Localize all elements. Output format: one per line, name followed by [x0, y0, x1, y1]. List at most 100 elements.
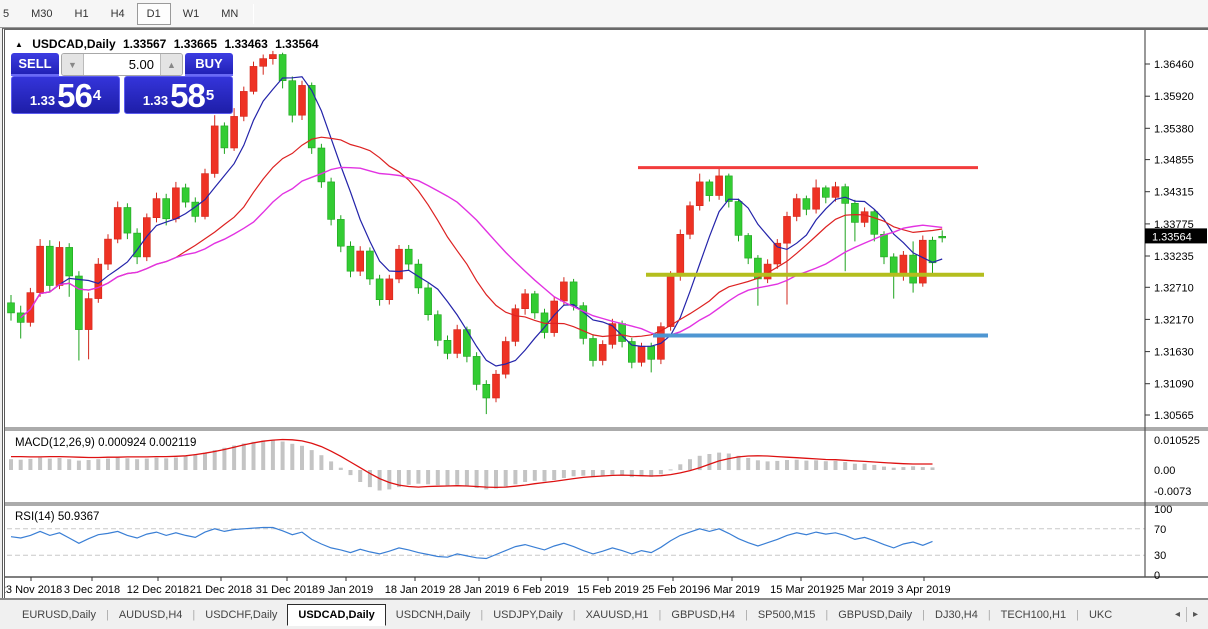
timeframe-button-h4[interactable]: H4 [110, 7, 125, 20]
candle-body[interactable] [530, 293, 539, 314]
candle-body[interactable] [366, 250, 374, 280]
candle-body[interactable] [637, 345, 646, 363]
chart-tab-sp500[interactable]: SP500,M15 [757, 608, 816, 621]
candle-body[interactable] [715, 175, 723, 196]
candle-body[interactable] [860, 211, 869, 223]
candle-body[interactable] [172, 187, 180, 220]
candle-body[interactable] [928, 239, 937, 264]
chart-tab-dj30[interactable]: DJ30,H4 [935, 608, 978, 621]
candle-body[interactable] [472, 356, 481, 385]
candle-body[interactable] [579, 305, 588, 339]
candle-body[interactable] [152, 198, 161, 219]
chart-tab-ukc[interactable]: UKC [1088, 608, 1113, 621]
candle-body[interactable] [550, 300, 559, 333]
candle-body[interactable] [569, 281, 578, 306]
candle-body[interactable] [647, 345, 656, 360]
candle-body[interactable] [16, 312, 25, 323]
candle-body[interactable] [705, 181, 714, 196]
candle-body[interactable] [104, 238, 112, 265]
collapse-icon[interactable]: ▲ [15, 40, 23, 49]
candle-body[interactable] [831, 186, 840, 198]
candle-body[interactable] [686, 205, 694, 235]
timeframe-button-5[interactable]: 5 [3, 7, 10, 20]
candle-body[interactable] [589, 338, 597, 361]
candle-body[interactable] [346, 245, 355, 272]
candle-body[interactable] [763, 263, 772, 280]
candle-body[interactable] [792, 198, 801, 217]
candle-body[interactable] [492, 373, 500, 399]
candle-body[interactable] [26, 292, 35, 323]
chart-tab-audusd[interactable]: AUDUSD,H4 [118, 608, 183, 621]
candle-body[interactable] [123, 207, 132, 234]
scroll-left-icon[interactable]: ◂ [1174, 609, 1180, 620]
chart-tab-usdcad[interactable]: USDCAD,Daily [287, 603, 386, 626]
candle-body[interactable] [210, 125, 219, 174]
candle-body[interactable] [909, 254, 917, 284]
sell-button[interactable]: SELL [11, 53, 59, 76]
candle-body[interactable] [288, 80, 297, 116]
candle-body[interactable] [666, 275, 675, 327]
candle-body[interactable] [851, 203, 859, 223]
candle-body[interactable] [918, 239, 927, 284]
candle-body[interactable] [240, 91, 248, 117]
candle-body[interactable] [298, 85, 306, 116]
candle-body[interactable] [75, 275, 83, 330]
candle-body[interactable] [317, 147, 326, 183]
volume-input[interactable]: 5.00 [84, 54, 160, 75]
candle-body[interactable] [841, 186, 850, 204]
candle-body[interactable] [938, 236, 947, 239]
candle-body[interactable] [220, 125, 229, 149]
candle-body[interactable] [598, 344, 607, 361]
candle-body[interactable] [676, 234, 685, 277]
candle-body[interactable] [269, 54, 277, 59]
candle-body[interactable] [55, 247, 64, 286]
chart-canvas[interactable]: 1.36460 1.35920 1.35380 1.34855 1.34315 1.337… [0, 30, 1208, 598]
sell-price-panel[interactable]: 1.33 56 4 [11, 76, 120, 114]
candle-body[interactable] [821, 187, 830, 198]
candle-body[interactable] [870, 211, 879, 235]
candle-body[interactable] [560, 281, 568, 302]
chart-tab-usdjpy[interactable]: USDJPY,Daily [493, 608, 563, 621]
candle-body[interactable] [443, 339, 452, 354]
candle-body[interactable] [734, 201, 743, 236]
candle-body[interactable] [744, 235, 753, 259]
candle-body[interactable] [201, 173, 209, 217]
chart-tab-gbpusd[interactable]: GBPUSD,Daily [838, 608, 913, 621]
candle-body[interactable] [36, 245, 44, 293]
timeframe-button-d1[interactable]: D1 [136, 2, 171, 25]
chart-tab-eurusd[interactable]: EURUSD,Daily [22, 608, 96, 621]
chart-tab-xauusd[interactable]: XAUUSD,H1 [585, 608, 649, 621]
candle-body[interactable] [880, 234, 888, 258]
candle-body[interactable] [7, 302, 15, 314]
candle-body[interactable] [278, 54, 287, 82]
candle-body[interactable] [899, 254, 908, 277]
timeframe-button-w1[interactable]: W1 [182, 7, 200, 20]
candle-body[interactable] [385, 278, 394, 300]
candle-body[interactable] [65, 247, 74, 277]
candle-body[interactable] [754, 257, 762, 280]
candle-body[interactable] [783, 216, 791, 244]
candle-body[interactable] [501, 341, 510, 375]
candle-body[interactable] [812, 187, 820, 210]
volume-increase-button[interactable]: ▲ [160, 54, 182, 75]
candle-body[interactable] [356, 250, 365, 272]
buy-price-panel[interactable]: 1.33 58 5 [124, 76, 233, 114]
candle-body[interactable] [627, 341, 636, 363]
chart-tab-usdchf[interactable]: USDCHF,Daily [205, 608, 278, 621]
candle-body[interactable] [404, 248, 413, 265]
candle-body[interactable] [395, 248, 403, 280]
chart-tab-gbpusd[interactable]: GBPUSD,H4 [671, 608, 735, 621]
scroll-right-icon[interactable]: ▸ [1185, 607, 1204, 622]
chart-tab-tech100[interactable]: TECH100,H1 [1000, 608, 1067, 621]
candle-body[interactable] [307, 85, 316, 149]
candle-body[interactable] [608, 323, 617, 345]
candle-body[interactable] [424, 287, 432, 315]
timeframe-button-m30[interactable]: M30 [31, 7, 53, 20]
candle-body[interactable] [84, 298, 93, 330]
chart-tab-usdcnh[interactable]: USDCNH,Daily [395, 608, 471, 621]
candle-body[interactable] [113, 207, 122, 240]
candle-body[interactable] [375, 278, 384, 300]
candle-body[interactable] [482, 383, 491, 399]
candle-body[interactable] [230, 116, 238, 149]
volume-decrease-button[interactable]: ▼ [62, 54, 84, 75]
